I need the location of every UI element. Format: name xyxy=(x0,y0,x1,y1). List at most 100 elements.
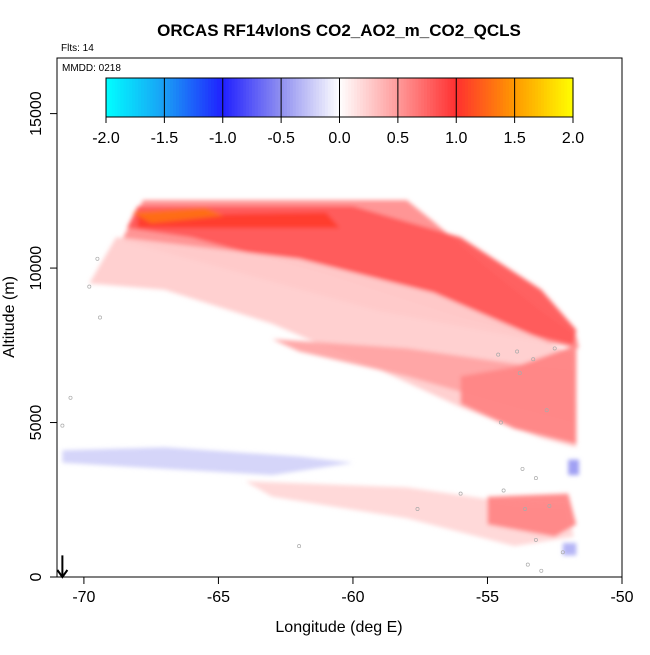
colorbar-cell xyxy=(225,78,230,117)
position-marker xyxy=(56,555,69,579)
colorbar-cell xyxy=(514,78,519,117)
colorbar-cell xyxy=(543,78,548,117)
observation-point xyxy=(297,544,302,549)
colorbar-cell xyxy=(129,78,133,117)
heatmap-layer xyxy=(62,200,579,556)
colorbar-cell xyxy=(249,78,253,117)
colorbar-cell xyxy=(336,78,341,117)
colorbar-tick-label: 1.0 xyxy=(445,130,467,147)
colorbar-cell xyxy=(313,78,317,117)
colorbar-cell xyxy=(529,78,533,117)
colorbar-cell xyxy=(470,78,475,117)
colorbar-cell xyxy=(272,78,276,117)
colorbar-cell xyxy=(432,78,437,117)
x-axis: -70 -65 -60 -55 -50 xyxy=(72,576,634,606)
colorbar-cell xyxy=(199,78,203,117)
colorbar-cell xyxy=(155,78,160,117)
colorbar-cell xyxy=(143,78,148,117)
observation-point xyxy=(525,562,530,567)
colorbar-cell xyxy=(284,78,288,117)
colorbar-cell xyxy=(246,78,250,117)
heatmap-region-blue-patch-right xyxy=(568,459,579,476)
colorbar-cell xyxy=(196,78,200,117)
colorbar-cell xyxy=(108,78,113,117)
colorbar-cell xyxy=(438,78,443,117)
colorbar-cell xyxy=(269,78,273,117)
colorbar-cell xyxy=(222,78,227,117)
colorbar-cell xyxy=(158,78,163,117)
colorbar-cell xyxy=(170,78,174,117)
colorbar-cell xyxy=(546,78,551,117)
colorbar-cell xyxy=(187,78,192,117)
colorbar-cell xyxy=(286,78,291,117)
observation-point xyxy=(496,352,501,357)
colorbar-ticks: -2.0 -1.5 -1.0 -0.5 0.0 0.5 1.0 1.5 2.0 xyxy=(92,78,584,147)
colorbar-cell xyxy=(327,78,332,117)
colorbar-cell xyxy=(403,78,408,117)
heatmap-region-orange-patch xyxy=(132,207,224,224)
observation-point xyxy=(533,476,538,481)
y-tick-label: 15000 xyxy=(28,91,45,136)
observation-point xyxy=(515,349,520,354)
colorbar-cell xyxy=(505,78,510,117)
colorbar-cell xyxy=(517,78,522,117)
colorbar-tick-label: 0.5 xyxy=(387,130,409,147)
colorbar-cell xyxy=(374,78,379,117)
colorbar-cell xyxy=(479,78,484,117)
colorbar-cell xyxy=(418,78,422,117)
colorbar-cell xyxy=(316,78,320,117)
colorbar-cell xyxy=(120,78,125,117)
observation-point xyxy=(501,488,506,493)
observation-points-layer xyxy=(60,256,565,573)
colorbar-cell xyxy=(362,78,367,117)
colorbar-cell xyxy=(342,78,346,117)
colorbar-cell xyxy=(298,78,303,117)
x-tick-label: -70 xyxy=(72,589,95,606)
observation-point xyxy=(60,423,65,428)
colorbar-cell xyxy=(441,78,446,117)
colorbar-cell xyxy=(386,78,390,117)
colorbar-cell xyxy=(146,78,151,117)
heatmap-region-low-right-core xyxy=(487,493,577,537)
observation-point xyxy=(539,568,544,573)
observation-point xyxy=(517,371,522,376)
colorbar-cell xyxy=(257,78,262,117)
colorbar-cell xyxy=(178,78,183,117)
colorbar-cell xyxy=(205,78,209,117)
colorbar-cell xyxy=(176,78,180,117)
colorbar: -2.0 -1.5 -1.0 -0.5 0.0 0.5 1.0 1.5 2.0 xyxy=(92,77,584,147)
colorbar-cell xyxy=(184,78,189,117)
colorbar-cell xyxy=(447,78,452,117)
observation-point xyxy=(560,550,565,555)
colorbar-cell xyxy=(459,78,463,117)
colorbar-cell xyxy=(216,78,221,117)
colorbar-cell xyxy=(427,78,431,117)
colorbar-cell xyxy=(254,78,259,117)
colorbar-cell xyxy=(415,78,419,117)
colorbar-cell xyxy=(406,78,411,117)
observation-point xyxy=(523,507,528,511)
observation-point xyxy=(531,357,536,362)
colorbar-cell xyxy=(345,78,349,117)
colorbar-cell xyxy=(421,78,425,117)
colorbar-cell xyxy=(380,78,384,117)
y-axis: 0 5000 10000 15000 xyxy=(28,91,58,581)
colorbar-cell xyxy=(540,78,545,117)
colorbar-cell xyxy=(213,78,218,117)
heatmap-region-right-core xyxy=(460,345,577,445)
observation-point xyxy=(458,491,463,496)
colorbar-cell xyxy=(389,78,393,117)
colorbar-cell xyxy=(324,78,329,117)
colorbar-cell xyxy=(167,78,171,117)
colorbar-cell xyxy=(435,78,440,117)
heatmap-region-blue-streak xyxy=(62,447,354,476)
colorbar-cell xyxy=(240,78,244,117)
colorbar-cell xyxy=(208,78,212,117)
colorbar-cell xyxy=(564,78,568,117)
colorbar-cell xyxy=(339,78,344,117)
colorbar-cell xyxy=(526,78,530,117)
colorbar-cell xyxy=(357,78,361,117)
observation-point xyxy=(533,537,538,542)
colorbar-cell xyxy=(219,78,224,117)
